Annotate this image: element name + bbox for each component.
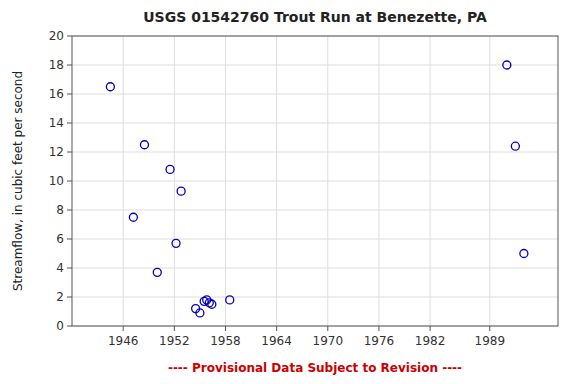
x-tick bbox=[430, 326, 431, 331]
point bbox=[511, 142, 519, 150]
point bbox=[226, 296, 234, 304]
y-tick bbox=[67, 268, 72, 269]
x-tick bbox=[327, 326, 328, 331]
y-tick-label: 18 bbox=[49, 58, 64, 72]
y-grid-line bbox=[72, 152, 558, 153]
y-tick-label: 16 bbox=[49, 87, 64, 101]
y-grid-line bbox=[72, 297, 558, 298]
y-grid-line bbox=[72, 210, 558, 211]
plot-frame bbox=[72, 36, 558, 326]
y-tick bbox=[67, 239, 72, 240]
y-tick-label: 12 bbox=[49, 145, 64, 159]
y-tick bbox=[67, 152, 72, 153]
plot-background bbox=[72, 36, 558, 326]
y-grid-line bbox=[72, 65, 558, 66]
point bbox=[177, 187, 185, 195]
y-tick-label: 8 bbox=[56, 203, 64, 217]
point bbox=[520, 250, 528, 258]
point bbox=[153, 268, 161, 276]
y-grid-line bbox=[72, 181, 558, 182]
x-tick bbox=[489, 326, 490, 331]
y-tick-label: 6 bbox=[56, 232, 64, 246]
y-tick bbox=[67, 94, 72, 95]
x-tick-label: 1952 bbox=[159, 334, 190, 348]
point bbox=[172, 239, 180, 247]
x-tick bbox=[174, 326, 175, 331]
points bbox=[106, 61, 528, 317]
y-tick-label: 14 bbox=[49, 116, 64, 130]
x-tick-label: 1989 bbox=[475, 334, 506, 348]
chart: 1946 1952 1958 1964 1970 1976 1982 1989 0 2 4 6 8 10 1… bbox=[0, 0, 576, 384]
x-tick-label: 1976 bbox=[364, 334, 395, 348]
point bbox=[503, 61, 511, 69]
x-tick bbox=[225, 326, 226, 331]
y-tick bbox=[67, 181, 72, 182]
point bbox=[140, 141, 148, 149]
y-axis-label: Streamflow, in cubic feet per second bbox=[11, 71, 25, 291]
x-tick-label: 1982 bbox=[415, 334, 446, 348]
point bbox=[208, 300, 216, 308]
x-tick bbox=[123, 326, 124, 331]
grid bbox=[72, 36, 558, 326]
point bbox=[129, 213, 137, 221]
y-grid-line bbox=[72, 94, 558, 95]
y-tick-label: 4 bbox=[56, 261, 64, 275]
y-tick-label: 0 bbox=[56, 319, 64, 333]
y-tick bbox=[67, 326, 72, 327]
y-tick bbox=[67, 297, 72, 298]
annotation: ---- Provisional Data Subject to Revisio… bbox=[168, 361, 462, 375]
x-tick-label: 1958 bbox=[210, 334, 241, 348]
point bbox=[106, 83, 114, 91]
title: USGS 01542760 Trout Run at Benezette, PA bbox=[143, 9, 487, 25]
y-tick-label: 20 bbox=[49, 29, 64, 43]
x-tick bbox=[378, 326, 379, 331]
x-tick-label: 1964 bbox=[261, 334, 292, 348]
y-grid-line bbox=[72, 239, 558, 240]
point bbox=[166, 165, 174, 173]
y-tick bbox=[67, 123, 72, 124]
y-tick bbox=[67, 65, 72, 66]
y-tick-label: 2 bbox=[56, 290, 64, 304]
x-tick-label: 1946 bbox=[108, 334, 139, 348]
y-tick-label: 10 bbox=[49, 174, 64, 188]
y-tick bbox=[67, 36, 72, 37]
y-grid-line bbox=[72, 268, 558, 269]
point bbox=[196, 309, 204, 317]
x-tick bbox=[276, 326, 277, 331]
x-tick-label: 1970 bbox=[313, 334, 344, 348]
y-grid-line bbox=[72, 123, 558, 124]
y-tick bbox=[67, 210, 72, 211]
